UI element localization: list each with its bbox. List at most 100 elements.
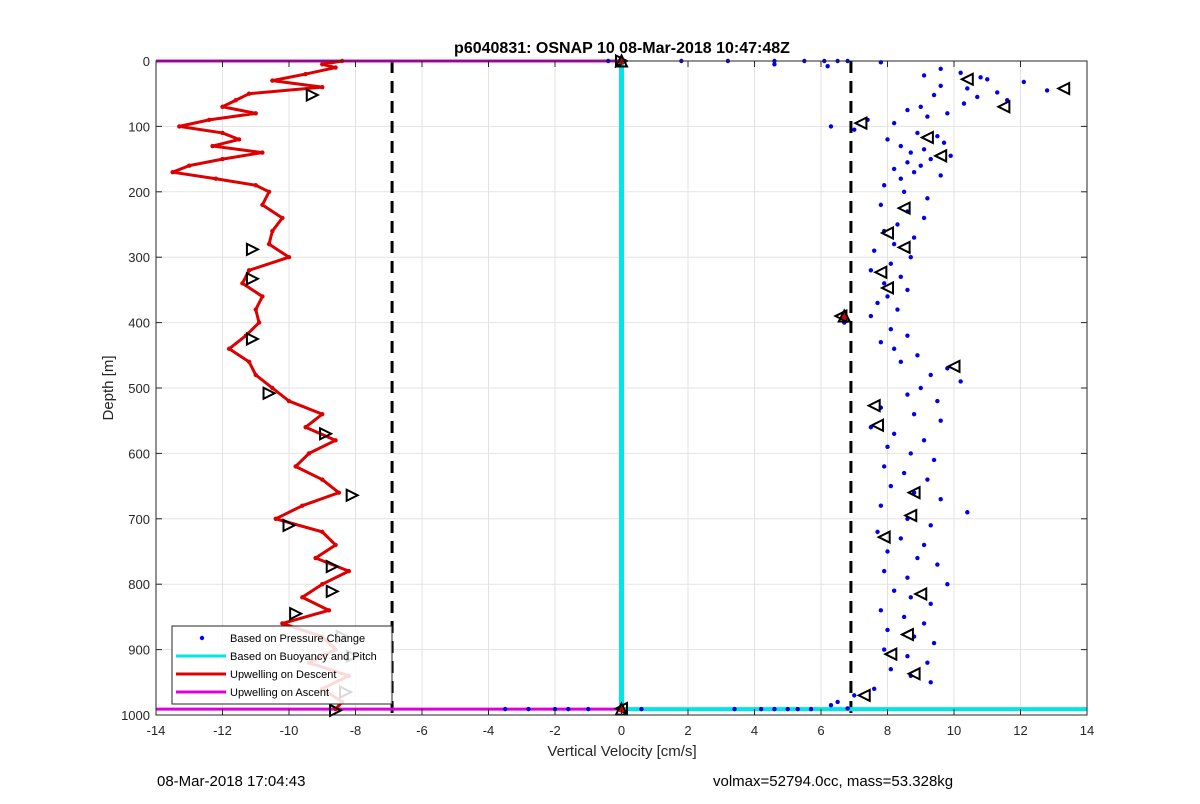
pressure-change-point [935, 562, 940, 567]
chart-title: p6040831: OSNAP 10 08-Mar-2018 10:47:48Z [454, 40, 790, 57]
descent-upwelling-point [253, 372, 258, 378]
ascent-marker [903, 508, 918, 523]
pressure-change-point [828, 702, 834, 708]
ascent-marker [932, 148, 948, 163]
pressure-change-point [938, 83, 943, 89]
pressure-change-point [898, 176, 903, 181]
x-tick-label: 10 [947, 723, 961, 738]
descent-upwelling-point [220, 130, 225, 136]
pressure-change-point [898, 143, 903, 149]
pressure-change-point [901, 470, 907, 476]
pressure-change-point [921, 621, 927, 626]
pressure-change-point [905, 653, 910, 659]
descent-upwelling-point [333, 542, 338, 548]
descent-marker [282, 518, 297, 533]
legend-label: Based on Pressure Change [230, 633, 365, 645]
pressure-change-point [978, 75, 983, 80]
pressure-change-point [908, 255, 913, 260]
pressure-change-point [878, 340, 884, 345]
pressure-change-point [931, 92, 937, 98]
pressure-change-point [985, 77, 990, 82]
pressure-change-point [925, 196, 930, 201]
pressure-change-point [891, 431, 897, 436]
pressure-change-point [965, 86, 970, 91]
pressure-change-point [758, 706, 764, 712]
pressure-change-point [911, 169, 917, 175]
pressure-change-point [881, 647, 887, 652]
descent-upwelling-point [260, 294, 265, 299]
legend-label: Upwelling on Ascent [230, 687, 329, 699]
pressure-change-point [881, 183, 887, 188]
pressure-change-point [898, 274, 903, 280]
y-tick-label: 900 [128, 643, 150, 658]
descent-marker [325, 559, 340, 574]
x-tick-label: 2 [684, 723, 691, 738]
descent-upwelling-point [320, 529, 325, 535]
ascent-marker [879, 280, 894, 296]
pressure-change-point [835, 699, 840, 705]
pressure-change-point [938, 418, 943, 423]
descent-upwelling-point [346, 568, 352, 574]
pressure-change-point [905, 575, 910, 580]
descent-upwelling-point [280, 215, 285, 221]
ascent-marker [919, 130, 934, 145]
ascent-marker [866, 398, 881, 413]
pressure-change-point [918, 163, 923, 168]
ascent-marker [913, 586, 928, 602]
pressure-change-point [918, 104, 923, 109]
descent-upwelling-point [300, 595, 305, 600]
pressure-change-point [928, 156, 933, 162]
ascent-marker [996, 99, 1011, 114]
pressure-change-point [732, 706, 737, 712]
pressure-change-point [881, 281, 887, 286]
pressure-change-point [888, 483, 894, 489]
pressure-change-point [935, 398, 940, 404]
pressure-change-point [938, 66, 943, 72]
descent-upwelling-point [306, 451, 312, 456]
descent-upwelling-point [333, 65, 338, 70]
y-tick-label: 1000 [121, 708, 150, 723]
x-tick-label: 4 [751, 723, 758, 738]
descent-upwelling-point [270, 228, 275, 234]
pressure-change-point [772, 62, 777, 67]
descent-upwelling-point [220, 156, 225, 162]
pressure-change-point [931, 640, 937, 646]
pressure-change-point [905, 160, 910, 165]
x-tick-label: 8 [884, 723, 891, 738]
pressure-change-point [825, 64, 830, 69]
x-tick-label: -12 [213, 723, 232, 738]
pressure-change-point [1021, 79, 1027, 85]
pressure-change-point [928, 372, 933, 378]
pressure-change-point [1044, 88, 1050, 93]
pressure-change-point [878, 608, 884, 613]
pressure-change-point [526, 706, 531, 712]
y-axis-label: Depth [m] [100, 355, 117, 420]
pressure-change-point [945, 582, 950, 587]
descent-upwelling-point [313, 555, 318, 561]
descent-upwelling-point [293, 464, 298, 469]
ascent-marker [879, 225, 894, 241]
descent-upwelling-point [210, 143, 215, 149]
pressure-change-point [938, 173, 943, 178]
pressure-change-point [852, 127, 857, 132]
pressure-change-point [885, 137, 890, 142]
pressure-change-point [961, 101, 967, 106]
pressure-change-point [795, 706, 800, 712]
descent-upwelling-point [213, 176, 219, 181]
pressure-change-point [888, 667, 894, 672]
x-tick-label: 14 [1080, 723, 1094, 738]
pressure-change-point [915, 130, 920, 136]
descent-upwelling-point [320, 84, 325, 90]
descent-upwelling-point [260, 202, 265, 208]
pressure-change-point [921, 215, 927, 221]
pressure-change-point [891, 346, 897, 351]
y-tick-label: 0 [143, 54, 150, 69]
pressure-change-point [885, 549, 890, 554]
pressure-change-point [885, 627, 890, 633]
pressure-change-point [898, 359, 903, 365]
pressure-change-point [785, 706, 790, 712]
descent-upwelling-point [253, 183, 258, 188]
pressure-change-point [918, 385, 923, 391]
pressure-change-point [772, 706, 777, 712]
descent-upwelling-point [177, 124, 182, 129]
